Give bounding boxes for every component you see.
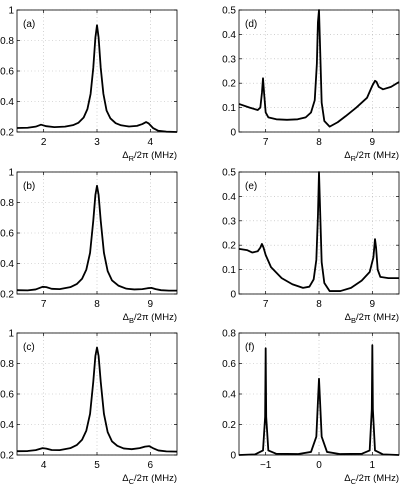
x-axis-label: ΔB/2π (MHz) — [123, 312, 177, 325]
series-line — [238, 9, 400, 128]
y-tick-label: 0.2 — [0, 451, 14, 462]
y-tick-label: 0.8 — [0, 36, 14, 47]
y-tick-label: 0.5 — [222, 6, 236, 17]
panel-label: (f) — [245, 342, 254, 353]
y-tick-label: 0.4 — [222, 30, 236, 41]
x-tick-label: 9 — [148, 299, 154, 310]
series-line — [16, 24, 178, 133]
x-tick-label: 5 — [94, 460, 100, 471]
x-axis-label: ΔC/2π (MHz) — [122, 473, 177, 486]
y-tick-label: 0.6 — [0, 390, 14, 401]
y-tick-label: 0.6 — [0, 229, 14, 240]
y-tick-label: 0.1 — [222, 103, 236, 114]
y-tick-label: 0 — [230, 451, 236, 462]
x-tick-label: 8 — [316, 299, 322, 310]
series-line — [238, 171, 399, 292]
panel-b: 7 8 9 0.2 0.4 0.6 0.8 1 (b) ΔB/2π (MHz) — [0, 168, 178, 325]
y-tick-label: 0.3 — [222, 54, 236, 65]
x-tick-label: 7 — [41, 299, 47, 310]
y-tick-label: 0.2 — [0, 290, 14, 301]
panel-label: (d) — [245, 19, 257, 30]
y-tick-label: 0.8 — [0, 198, 14, 209]
x-axis-label: ΔR/2π (MHz) — [122, 150, 177, 163]
series-line — [16, 346, 178, 453]
x-tick-label: 2 — [41, 137, 47, 148]
y-tick-label: 0.1 — [222, 265, 236, 276]
y-tick-label: 1 — [8, 329, 14, 340]
y-tick-label: 0.5 — [222, 168, 236, 179]
panel-f: −1 0 1 0 0.2 0.4 0.6 0.8 (f) ΔC/2π (MHz) — [222, 329, 400, 486]
x-tick-label: 9 — [370, 299, 376, 310]
y-tick-label: 0.2 — [0, 128, 14, 139]
series-line — [238, 344, 400, 456]
y-tick-label: 0.4 — [0, 420, 14, 431]
x-tick-label: −1 — [260, 460, 272, 471]
x-tick-label: 4 — [41, 460, 47, 471]
series-line — [16, 184, 177, 292]
x-axis-label: ΔB/2π (MHz) — [345, 312, 399, 325]
y-tick-label: 0.6 — [0, 67, 14, 78]
panel-a: 2 3 4 0.2 0.4 0.6 0.8 1 (a) ΔR/2π (MHz) — [0, 6, 178, 163]
y-tick-label: 1 — [8, 6, 14, 17]
x-tick-label: 7 — [263, 137, 269, 148]
y-tick-label: 0.3 — [222, 216, 236, 227]
panel-label: (c) — [23, 342, 35, 353]
x-tick-label: 0 — [316, 460, 322, 471]
x-tick-label: 1 — [370, 460, 376, 471]
x-tick-label: 7 — [263, 299, 269, 310]
y-tick-label: 0.6 — [222, 359, 236, 370]
x-tick-label: 3 — [94, 137, 100, 148]
y-tick-label: 0.8 — [222, 329, 236, 340]
y-tick-label: 0.2 — [222, 241, 236, 252]
x-tick-label: 8 — [94, 299, 100, 310]
y-tick-label: 0.4 — [0, 97, 14, 108]
x-tick-label: 6 — [148, 460, 154, 471]
x-tick-label: 4 — [148, 137, 154, 148]
y-tick-label: 0.4 — [222, 390, 236, 401]
y-tick-label: 0.2 — [222, 420, 236, 431]
panel-e: 7 8 9 0 0.1 0.2 0.3 0.4 0.5 (e) ΔB/2π (MHz) — [222, 168, 400, 325]
panel-label: (a) — [23, 19, 35, 30]
y-tick-label: 0.4 — [222, 192, 236, 203]
panel-label: (e) — [245, 181, 257, 192]
y-tick-label: 0.8 — [0, 359, 14, 370]
panel-d: 7 8 9 0 0.1 0.2 0.3 0.4 0.5 (d) ΔR/2π (MHz) — [222, 6, 400, 163]
x-axis-label: ΔR/2π (MHz) — [344, 150, 399, 163]
y-tick-label: 1 — [8, 168, 14, 179]
x-axis-label: ΔC/2π (MHz) — [344, 473, 399, 486]
panel-c: 4 5 6 0.2 0.4 0.6 0.8 1 (c) ΔC/2π (MHz) — [0, 329, 178, 486]
y-tick-label: 0 — [230, 128, 236, 139]
x-tick-label: 9 — [370, 137, 376, 148]
y-tick-label: 0 — [230, 290, 236, 301]
y-tick-label: 0.2 — [222, 79, 236, 90]
panel-label: (b) — [23, 181, 35, 192]
y-tick-label: 0.4 — [0, 259, 14, 270]
x-tick-label: 8 — [316, 137, 322, 148]
